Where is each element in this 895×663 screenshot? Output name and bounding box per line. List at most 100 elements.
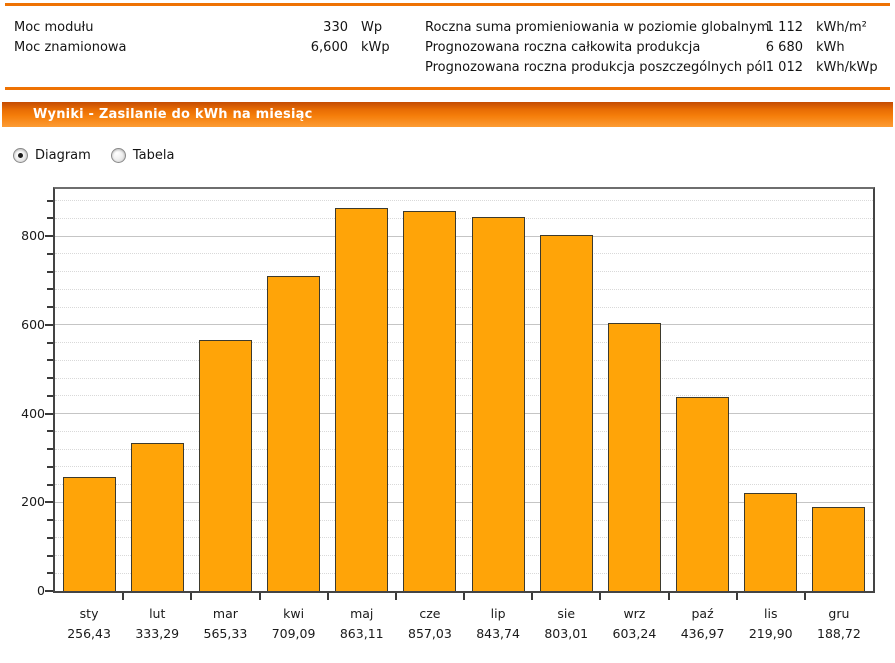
x-axis-label: cze 857,03 xyxy=(396,604,464,644)
value-label: 565,33 xyxy=(203,626,248,641)
bar-paź xyxy=(676,397,730,591)
view-toggle: Diagram Tabela xyxy=(13,148,174,163)
bar-cze xyxy=(403,210,457,591)
x-axis-label: maj 863,11 xyxy=(328,604,396,644)
value-label: 333,29 xyxy=(135,626,180,641)
gridline-minor xyxy=(55,200,873,202)
x-tick xyxy=(190,593,193,600)
y-axis-label: 800 xyxy=(21,228,45,244)
gridline-minor xyxy=(55,395,873,397)
gridline-minor xyxy=(55,537,873,539)
x-tick xyxy=(735,593,738,600)
y-tick xyxy=(47,341,53,344)
value-label: 863,11 xyxy=(339,626,384,641)
x-axis-label: paź 436,97 xyxy=(669,604,737,644)
x-tick xyxy=(326,593,329,600)
spec-value: 6 680 xyxy=(765,40,803,55)
x-tick xyxy=(531,593,534,600)
gridline-major xyxy=(55,413,873,415)
y-tick xyxy=(47,519,53,521)
value-label: 857,03 xyxy=(408,626,452,641)
y-tick xyxy=(47,377,53,380)
y-axis-label: 0 xyxy=(37,583,45,598)
y-tick xyxy=(47,536,53,539)
section-title: Wyniki - Zasilanie do kWh na miesiąc xyxy=(33,107,313,122)
bottom-divider xyxy=(5,87,890,90)
y-tick xyxy=(47,448,53,450)
gridline-minor xyxy=(55,288,873,290)
value-label: 843,74 xyxy=(476,626,520,641)
x-tick xyxy=(122,593,125,600)
y-tick xyxy=(47,483,53,486)
bar-lut xyxy=(130,443,184,591)
radio-button-icon[interactable] xyxy=(13,148,28,163)
y-tick xyxy=(47,394,53,397)
header-right-table: Roczna suma promieniowania w poziomie gl… xyxy=(425,18,889,78)
y-axis-label: 200 xyxy=(21,494,45,510)
month-label: mar xyxy=(212,606,238,621)
gridline-minor xyxy=(55,430,873,432)
month-label: kwi xyxy=(283,606,305,621)
x-axis-label: lut 333,29 xyxy=(123,604,191,644)
y-tick xyxy=(47,252,53,255)
spec-value: 6,600 xyxy=(310,40,348,55)
y-tick xyxy=(47,288,53,291)
radio-label: Tabela xyxy=(132,148,175,163)
radio-button-icon[interactable] xyxy=(110,148,126,163)
value-label: 256,43 xyxy=(67,626,111,641)
y-tick xyxy=(47,572,53,575)
gridline-minor xyxy=(55,519,873,521)
y-tick xyxy=(47,217,53,220)
x-axis-label: sty 256,43 xyxy=(55,604,123,644)
x-tick xyxy=(258,593,261,600)
x-axis-label: lip 843,74 xyxy=(464,604,532,644)
bar-sty xyxy=(62,477,116,591)
x-tick xyxy=(803,593,806,600)
bar-mar xyxy=(198,340,252,591)
spec-unit: kWh/m² xyxy=(816,20,867,35)
y-tick xyxy=(45,235,53,238)
bar-kwi xyxy=(267,276,321,591)
y-tick xyxy=(47,554,53,557)
x-axis-label: mar 565,33 xyxy=(191,604,259,644)
y-axis-label: 600 xyxy=(21,316,45,332)
top-divider xyxy=(5,3,890,6)
value-label: 188,72 xyxy=(817,626,861,641)
y-tick xyxy=(47,359,53,362)
y-tick xyxy=(47,465,53,468)
y-tick xyxy=(45,590,53,592)
spec-label: Roczna suma promieniowania w poziomie gl… xyxy=(425,20,770,35)
gridline-minor xyxy=(55,217,873,219)
spec-value: 1 112 xyxy=(765,20,803,35)
y-axis-label: 400 xyxy=(21,405,45,421)
spec-value: 1 012 xyxy=(765,60,803,75)
gridline-major xyxy=(55,235,873,237)
bar-wrz xyxy=(607,323,661,591)
x-tick xyxy=(599,593,602,600)
spec-unit: kWh/kWp xyxy=(816,60,878,75)
y-tick xyxy=(45,501,53,504)
month-label: maj xyxy=(350,606,374,621)
month-label: lut xyxy=(149,606,166,621)
x-tick xyxy=(394,593,397,600)
gridline-major xyxy=(55,324,873,326)
bar-lis xyxy=(744,493,798,591)
spec-unit: Wp xyxy=(361,20,383,35)
gridline-minor xyxy=(55,484,873,485)
bar-lip xyxy=(471,216,525,591)
y-tick xyxy=(45,323,53,326)
x-axis-label: sie 803,01 xyxy=(532,604,600,644)
gridline-minor xyxy=(55,342,873,344)
y-tick xyxy=(45,412,53,415)
section-title-bar: Wyniki - Zasilanie do kWh na miesiąc xyxy=(2,102,893,127)
x-axis-label: gru 188,72 xyxy=(805,604,873,644)
spec-unit: kWh xyxy=(816,40,845,55)
month-label: paź xyxy=(691,606,714,621)
month-label: lip xyxy=(490,606,506,621)
y-tick xyxy=(47,430,53,433)
month-label: gru xyxy=(828,606,850,621)
radio-option-tabela[interactable]: Tabela xyxy=(110,148,175,163)
radio-option-diagram[interactable]: Diagram xyxy=(13,148,91,163)
x-tick xyxy=(667,593,670,600)
